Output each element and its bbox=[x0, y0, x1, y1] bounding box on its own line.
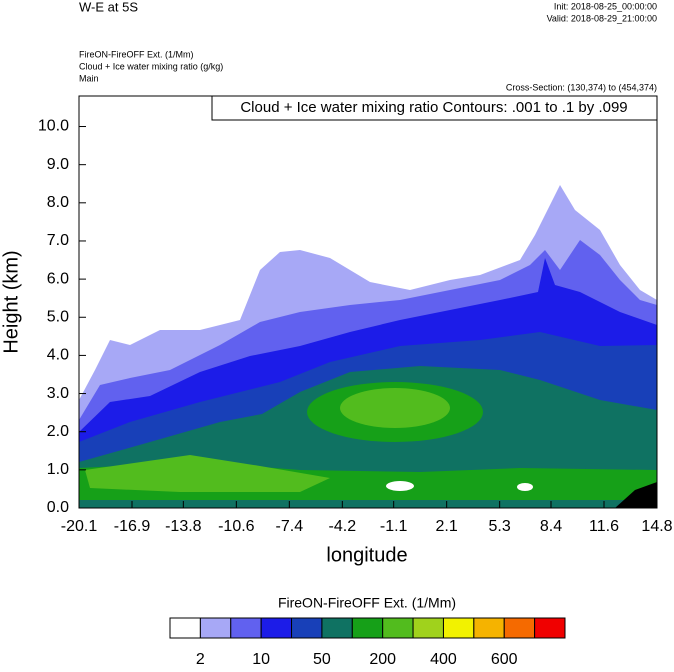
x-tick-label: -13.8 bbox=[165, 518, 202, 535]
colorbar-label: 10 bbox=[252, 651, 270, 667]
title: W-E at 5S bbox=[79, 0, 138, 14]
annotation: Cloud + Ice water mixing ratio Contours:… bbox=[240, 99, 627, 116]
x-tick-label: 14.8 bbox=[641, 518, 672, 535]
y-tick-label: 1.0 bbox=[47, 461, 69, 478]
x-tick-label: -1.1 bbox=[380, 518, 408, 535]
colorbar-box bbox=[260, 617, 293, 639]
colorbar-label: 50 bbox=[313, 651, 331, 667]
contour-field bbox=[79, 96, 657, 508]
x-tick-label: 5.3 bbox=[489, 518, 511, 535]
colorbar-box bbox=[351, 617, 384, 639]
y-tick-label: 8.0 bbox=[47, 194, 69, 211]
colorbar-box bbox=[199, 617, 232, 639]
valid-time: Valid: 2018-08-29_21:00:00 bbox=[547, 13, 657, 23]
y-tick-label: 9.0 bbox=[47, 156, 69, 173]
x-tick-label: 8.4 bbox=[540, 518, 562, 535]
colorbar-box bbox=[503, 617, 536, 639]
y-tick-label: 3.0 bbox=[47, 385, 69, 402]
x-tick-label: -4.2 bbox=[329, 518, 357, 535]
y-tick-label: 7.0 bbox=[47, 232, 69, 249]
colorbar-label: 400 bbox=[430, 651, 457, 667]
x-tick-label: -10.6 bbox=[218, 518, 255, 535]
colorbar-box bbox=[382, 617, 414, 639]
field-line: FireON-FireOFF Ext. (1/Mm) bbox=[79, 49, 194, 59]
colorbar-box bbox=[412, 617, 444, 639]
y-tick-label: 5.0 bbox=[47, 308, 69, 325]
colorbar-box bbox=[473, 617, 505, 639]
field-line: Cloud + Ice water mixing ratio (g/kg) bbox=[79, 61, 223, 71]
init-time: Init: 2018-08-25_00:00:00 bbox=[554, 1, 657, 11]
x-tick-label: -16.9 bbox=[114, 518, 151, 535]
colorbar-box bbox=[442, 617, 475, 639]
x-axis-label: longitude bbox=[326, 544, 407, 566]
colorbar-box bbox=[169, 617, 201, 639]
colorbar-label: 200 bbox=[369, 651, 396, 667]
field-line: Main bbox=[79, 73, 99, 83]
colorbar-box bbox=[291, 617, 323, 639]
cross-section: Cross-Section: (130,374) to (454,374) bbox=[506, 82, 657, 92]
colorbar-label: 2 bbox=[196, 651, 205, 667]
y-tick-label: 6.0 bbox=[47, 270, 69, 287]
y-tick-label: 2.0 bbox=[47, 423, 69, 440]
y-tick-label: 0.0 bbox=[47, 499, 69, 516]
y-tick-label: 10.0 bbox=[38, 118, 69, 135]
y-axis-label: Height (km) bbox=[0, 250, 22, 353]
y-tick-label: 4.0 bbox=[47, 347, 69, 364]
x-tick-label: -7.4 bbox=[276, 518, 304, 535]
colorbar-box bbox=[230, 617, 262, 639]
colorbar-title: FireON-FireOFF Ext. (1/Mm) bbox=[278, 595, 456, 611]
colorbar-box bbox=[321, 617, 353, 639]
x-tick-label: 2.1 bbox=[436, 518, 458, 535]
colorbar-label: 600 bbox=[491, 651, 518, 667]
x-tick-label: 11.6 bbox=[589, 518, 619, 535]
colorbar-box bbox=[534, 617, 566, 639]
annotation-box bbox=[211, 95, 658, 121]
x-tick-label: -20.1 bbox=[61, 518, 98, 535]
